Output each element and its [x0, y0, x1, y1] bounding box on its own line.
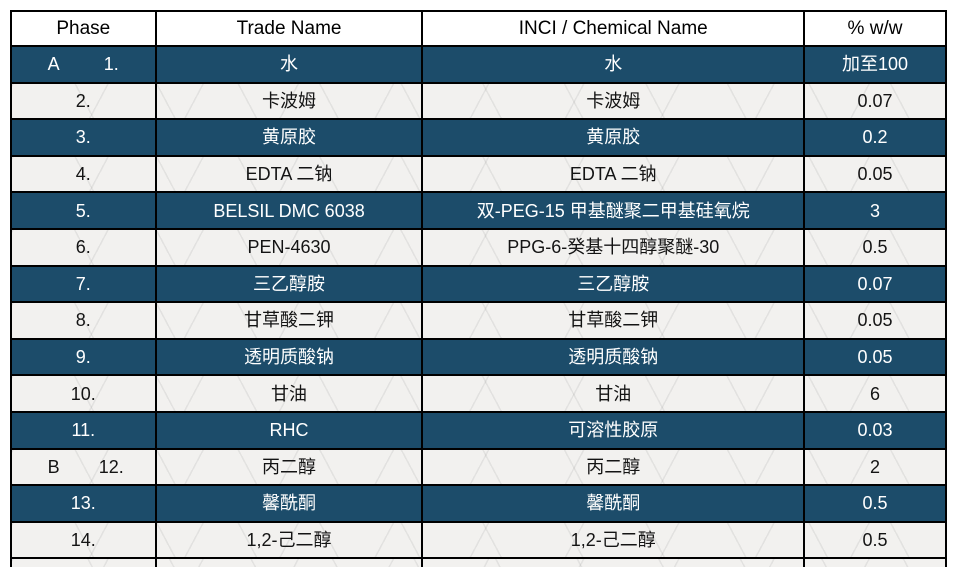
percent-cell: 0.05 — [805, 303, 945, 340]
percent-cell — [805, 559, 945, 567]
phase-cell: 11. — [12, 412, 157, 450]
row-number: 10. — [70, 383, 96, 404]
trade-name-cell: 三乙醇胺 — [156, 266, 424, 304]
percent-cell: 0.03 — [805, 413, 945, 450]
row-number: 12. — [98, 456, 124, 477]
phase-letter: A — [47, 54, 60, 75]
percent-cell: 0.2 — [805, 120, 945, 157]
inci-name-cell: 卡波姆 — [423, 83, 806, 121]
phase-cell: 3. — [12, 120, 157, 157]
table-row: 8. 甘草酸二钾 甘草酸二钾 0.05 — [12, 303, 945, 340]
percent-cell: 0.5 — [805, 523, 945, 560]
phase-cell: 6. — [12, 229, 157, 267]
percent-cell: 0.07 — [805, 267, 945, 304]
row-number: 13. — [70, 493, 96, 514]
trade-name-cell: 1,2-己二醇 — [156, 522, 424, 560]
row-number: 1. — [103, 54, 119, 75]
table-row: 14. 1,2-己二醇 1,2-己二醇 0.5 — [12, 522, 945, 560]
inci-name-cell: 甘油 — [423, 376, 806, 413]
percent-cell: 0.5 — [805, 230, 945, 267]
table-row: 7. 三乙醇胺 三乙醇胺 0.07 — [12, 266, 945, 304]
phase-cell: 13. — [12, 486, 157, 523]
inci-name-cell: 三乙醇胺 — [423, 266, 806, 304]
inci-name-cell: 1,2-己二醇 — [423, 522, 806, 560]
table-header-row: Phase Trade Name INCI / Chemical Name % … — [12, 12, 945, 47]
row-number: 2. — [75, 90, 91, 111]
inci-name-cell: 馨酰酮 — [423, 486, 806, 523]
table-body: A 1. 水水加至100 2. 卡波姆 卡波姆 0.07 3. 黄原胶 黄原胶 0.2 4. EDTA … — [12, 47, 945, 560]
trade-name-cell: BELSIL DMC 6038 — [156, 193, 424, 230]
formulation-table: Phase Trade Name INCI / Chemical Name % … — [10, 10, 947, 567]
trade-name-cell: 水 — [156, 47, 424, 84]
inci-name-cell — [423, 559, 806, 567]
table-row: 10. 甘油 甘油 6 — [12, 376, 945, 413]
header-phase: Phase — [12, 12, 157, 47]
trade-name-cell: 黄原胶 — [156, 120, 424, 157]
phase-cell: B 12. — [12, 449, 157, 487]
trade-name-cell: PEN-4630 — [156, 229, 424, 267]
table-row: 6. PEN-4630 PPG-6-癸基十四醇聚醚-30 0.5 — [12, 229, 945, 267]
table-row: A 1. 水水加至100 — [12, 47, 945, 84]
row-number: 14. — [70, 530, 96, 551]
trade-name-cell: EDTA 二钠 — [156, 156, 424, 194]
phase-letter: B — [47, 456, 60, 477]
row-number: 11. — [71, 420, 96, 441]
row-number: 5. — [75, 200, 91, 221]
trade-name-cell: 甘油 — [156, 376, 424, 413]
percent-cell: 0.05 — [805, 340, 945, 377]
trade-name-cell: 丙二醇 — [156, 449, 424, 487]
phase-cell: 10. — [12, 376, 157, 413]
trade-name-cell: RHC — [156, 412, 424, 450]
table-row: 3. 黄原胶 黄原胶 0.2 — [12, 120, 945, 157]
row-number: 4. — [75, 164, 91, 185]
phase-cell: 14. — [12, 522, 157, 560]
percent-cell: 6 — [805, 376, 945, 413]
row-number: 9. — [75, 347, 91, 368]
inci-name-cell: PPG-6-癸基十四醇聚醚-30 — [423, 229, 806, 267]
inci-name-cell: 甘草酸二钾 — [423, 303, 806, 340]
row-number: 7. — [75, 273, 91, 294]
inci-name-cell: 透明质酸钠 — [423, 339, 806, 377]
trade-name-cell: 卡波姆 — [156, 83, 424, 121]
percent-cell: 加至100 — [805, 47, 945, 84]
table-row: 13. 馨酰酮 馨酰酮 0.5 — [12, 486, 945, 523]
phase-cell: 9. — [12, 339, 157, 377]
table-row: 9. 透明质酸钠 透明质酸钠 0.05 — [12, 339, 945, 377]
phase-cell: A 1. — [12, 47, 157, 84]
phase-cell: 7. — [12, 266, 157, 304]
table-row: 4. EDTA 二钠 EDTA 二钠 0.05 — [12, 156, 945, 194]
header-inci-chemical-name: INCI / Chemical Name — [423, 12, 806, 47]
phase-cell — [12, 559, 157, 567]
table-row-partial — [12, 559, 945, 567]
percent-cell: 0.05 — [805, 157, 945, 194]
percent-cell: 0.07 — [805, 84, 945, 121]
inci-name-cell: 黄原胶 — [423, 120, 806, 157]
table-row: 5. BELSIL DMC 6038 双-PEG-15 甲基醚聚二甲基硅氧烷 3 — [12, 193, 945, 230]
trade-name-cell: 馨酰酮 — [156, 486, 424, 523]
row-number: 3. — [75, 127, 91, 148]
trade-name-cell: 甘草酸二钾 — [156, 303, 424, 340]
percent-cell: 2 — [805, 450, 945, 487]
inci-name-cell: EDTA 二钠 — [423, 156, 806, 194]
inci-name-cell: 可溶性胶原 — [423, 412, 806, 450]
percent-cell: 3 — [805, 193, 945, 230]
inci-name-cell: 双-PEG-15 甲基醚聚二甲基硅氧烷 — [423, 193, 806, 230]
table-row: B 12. 丙二醇 丙二醇 2 — [12, 449, 945, 487]
row-number: 6. — [75, 237, 91, 258]
header-trade-name: Trade Name — [156, 12, 424, 47]
phase-cell: 5. — [12, 193, 157, 230]
percent-cell: 0.5 — [805, 486, 945, 523]
inci-name-cell: 丙二醇 — [423, 449, 806, 487]
table-row: 2. 卡波姆 卡波姆 0.07 — [12, 83, 945, 121]
trade-name-cell — [157, 559, 424, 567]
table-row: 11. RHC 可溶性胶原 0.03 — [12, 412, 945, 450]
phase-cell: 2. — [12, 83, 157, 121]
trade-name-cell: 透明质酸钠 — [156, 339, 424, 377]
row-number: 8. — [75, 310, 91, 331]
inci-name-cell: 水 — [423, 47, 806, 84]
phase-cell: 8. — [12, 303, 157, 340]
header-percent-ww: % w/w — [805, 12, 945, 47]
phase-cell: 4. — [12, 156, 157, 194]
